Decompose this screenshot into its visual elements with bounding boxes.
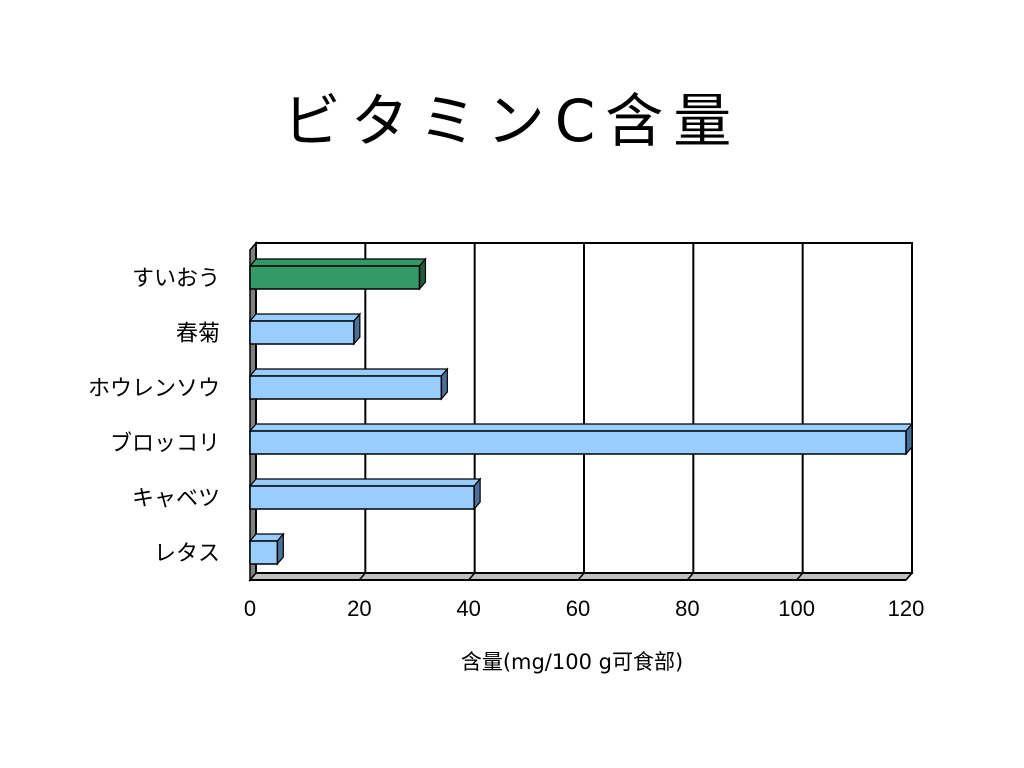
bar-top (248, 313, 362, 322)
gridline-floor (796, 572, 804, 581)
category-label: キャベツ (132, 487, 220, 512)
chart-bars (248, 257, 914, 566)
x-tick-label: 40 (456, 596, 480, 621)
gridline-floor (468, 572, 476, 581)
x-tick-labels: 0 20 40 60 80 100 120 (244, 596, 924, 621)
chart-wall (248, 240, 914, 583)
bar (248, 422, 914, 456)
x-tick-label: 100 (778, 596, 815, 621)
category-label: すいおう (132, 267, 220, 292)
bar-top (248, 423, 914, 432)
category-label: ブロッコリ (110, 432, 220, 457)
gridline-floor (577, 572, 585, 581)
bar-top (248, 258, 427, 267)
category-label: ホウレンソウ (88, 377, 220, 402)
bar-front (249, 265, 421, 290)
gridline-floor (686, 572, 694, 581)
bar (248, 257, 427, 291)
category-label: レタス (154, 542, 220, 567)
bar-front (249, 485, 475, 510)
bar-top (248, 478, 482, 487)
x-tick-label: 60 (566, 596, 590, 621)
bar-top (248, 368, 449, 377)
gridline-floor (358, 572, 366, 581)
gridline-floor (905, 572, 913, 581)
bar (248, 367, 449, 401)
x-axis-title: 含量(mg/100 g可食部) (461, 650, 683, 674)
bar-front (249, 375, 443, 400)
x-tick-label: 120 (888, 596, 925, 621)
x-tick-label: 0 (244, 596, 256, 621)
bar (248, 312, 362, 346)
bar-front (249, 430, 907, 455)
bar-front (249, 540, 279, 565)
bar (248, 532, 285, 566)
chart-gridlines (250, 243, 913, 581)
x-tick-label: 20 (347, 596, 371, 621)
bar (248, 477, 482, 511)
slide-title: ビタミンC含量 (282, 87, 742, 155)
category-label: 春菊 (176, 322, 220, 347)
bar-front (249, 320, 355, 345)
x-tick-label: 80 (675, 596, 699, 621)
